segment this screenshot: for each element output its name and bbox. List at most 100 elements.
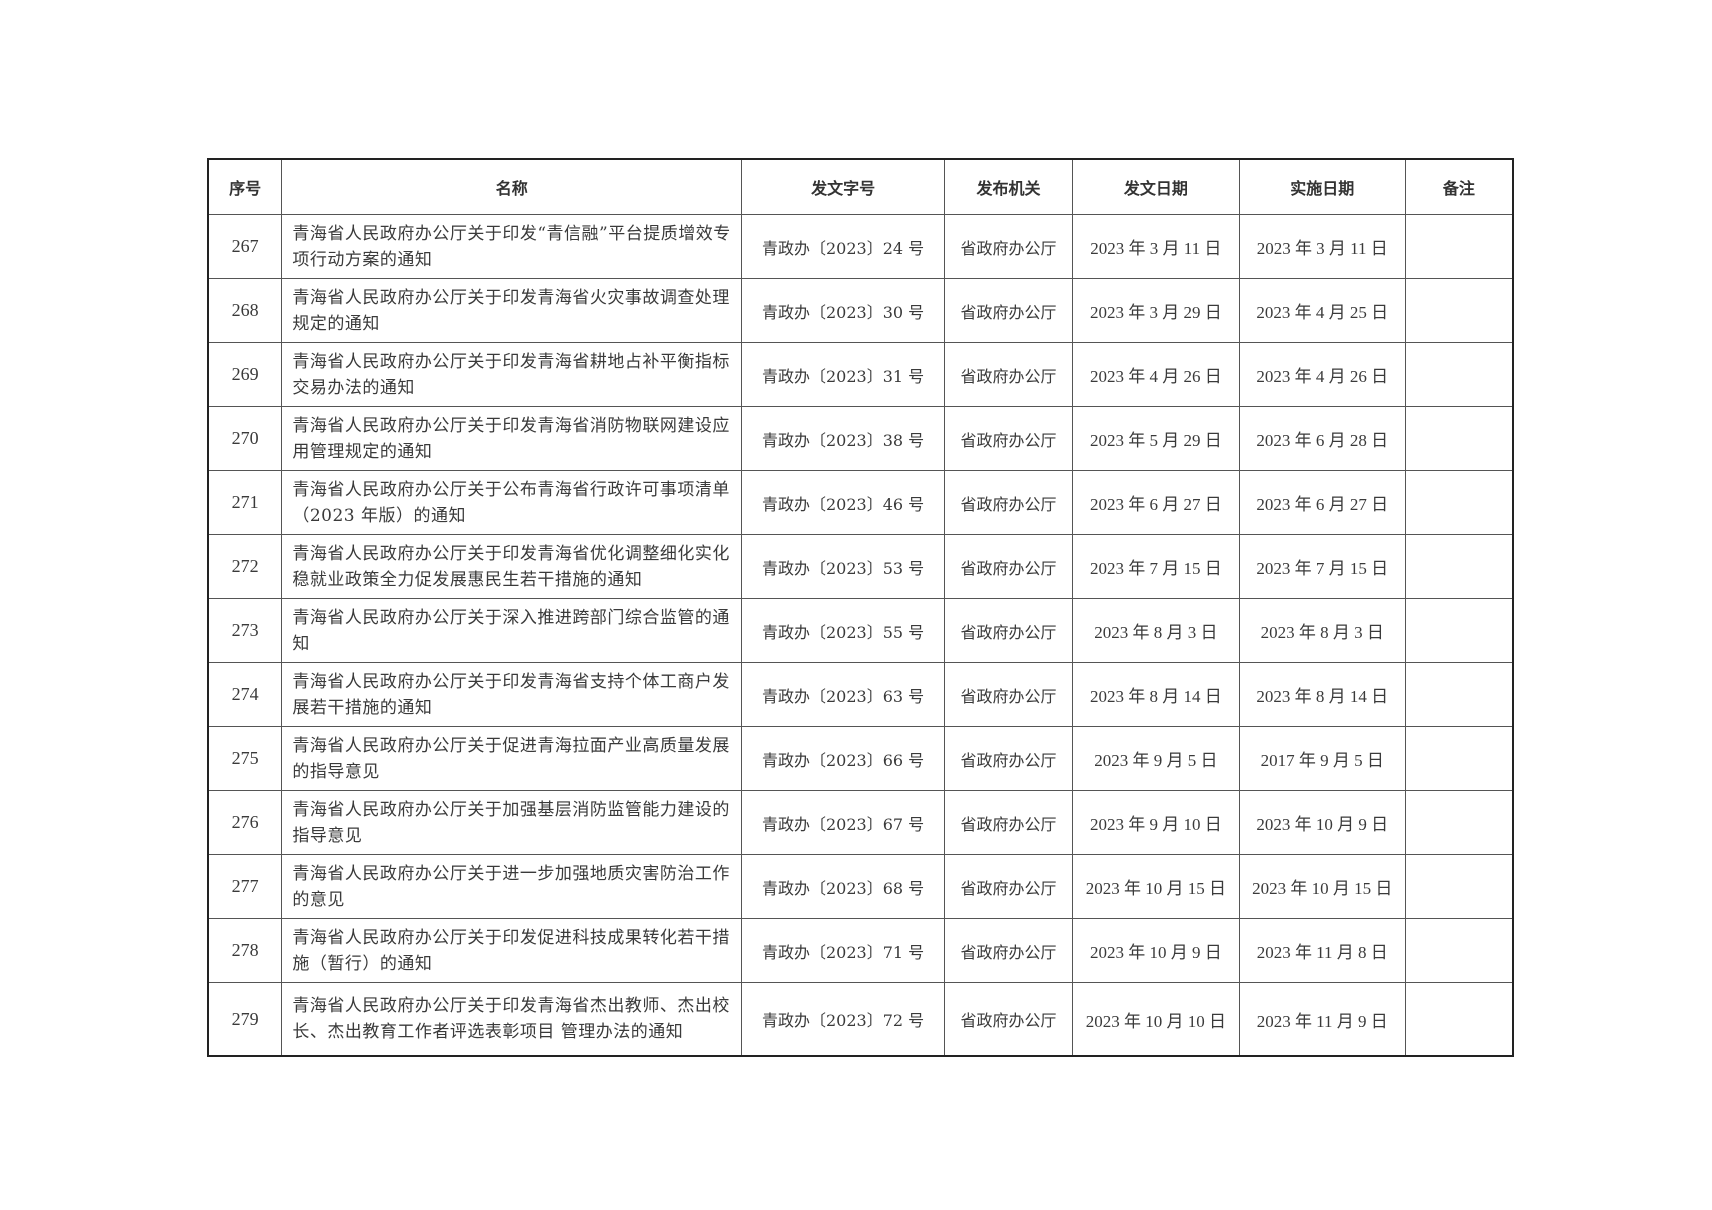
header-notes: 备注 [1404,158,1514,215]
serial-cell: 279 [207,982,283,1057]
notes-cell [1404,598,1514,663]
notes-cell [1404,278,1514,343]
table-header-row: 序号 名称 发文字号 发布机关 发文日期 实施日期 备注 [207,158,1514,215]
doc-number-cell: 青政办〔2023〕53 号 [741,534,945,599]
header-name: 名称 [281,158,743,215]
serial-cell: 274 [207,662,283,727]
name-cell: 青海省人民政府办公厅关于印发青海省优化调整细化实化稳就业政策全力促发展惠民生若干… [281,534,743,599]
doc-number-cell: 青政办〔2023〕55 号 [741,598,945,663]
issuer-cell: 省政府办公厅 [944,534,1073,599]
issue-date-cell: 2023 年 6 月 27 日 [1071,470,1240,535]
serial-cell: 276 [207,790,283,855]
notes-cell [1404,214,1514,279]
issuer-cell: 省政府办公厅 [944,982,1073,1057]
notes-cell [1404,918,1514,983]
table-row: 273 青海省人民政府办公厅关于深入推进跨部门综合监管的通知 青政办〔2023〕55… [207,598,1514,663]
effective-date-cell: 2023 年 11 月 9 日 [1238,982,1406,1057]
effective-date-cell: 2023 年 11 月 8 日 [1238,918,1406,983]
issue-date-cell: 2023 年 10 月 15 日 [1071,854,1240,919]
name-cell: 青海省人民政府办公厅关于印发青海省支持个体工商户发展若干措施的通知 [281,662,743,727]
table-row: 269 青海省人民政府办公厅关于印发青海省耕地占补平衡指标交易办法的通知 青政办〔2… [207,342,1514,407]
serial-cell: 270 [207,406,283,471]
name-cell: 青海省人民政府办公厅关于印发青海省火灾事故调查处理规定的通知 [281,278,743,343]
serial-cell: 273 [207,598,283,663]
serial-cell: 269 [207,342,283,407]
serial-cell: 272 [207,534,283,599]
issuer-cell: 省政府办公厅 [944,406,1073,471]
doc-number-cell: 青政办〔2023〕71 号 [741,918,945,983]
issue-date-cell: 2023 年 10 月 10 日 [1071,982,1240,1057]
name-cell: 青海省人民政府办公厅关于印发青海省杰出教师、杰出校长、杰出教育工作者评选表彰项目… [281,982,743,1057]
notes-cell [1404,790,1514,855]
notes-cell [1404,342,1514,407]
table-row: 268 青海省人民政府办公厅关于印发青海省火灾事故调查处理规定的通知 青政办〔202… [207,278,1514,343]
issuer-cell: 省政府办公厅 [944,214,1073,279]
effective-date-cell: 2023 年 8 月 14 日 [1238,662,1406,727]
issue-date-cell: 2023 年 10 月 9 日 [1071,918,1240,983]
serial-cell: 271 [207,470,283,535]
regulations-table: 序号 名称 发文字号 发布机关 发文日期 实施日期 备注 267 青海省人民政府办… [207,158,1514,1057]
issuer-cell: 省政府办公厅 [944,278,1073,343]
serial-cell: 275 [207,726,283,791]
header-doc-number: 发文字号 [741,158,945,215]
notes-cell [1404,982,1514,1057]
doc-number-cell: 青政办〔2023〕30 号 [741,278,945,343]
table-row: 272 青海省人民政府办公厅关于印发青海省优化调整细化实化稳就业政策全力促发展惠民… [207,534,1514,599]
effective-date-cell: 2023 年 4 月 26 日 [1238,342,1406,407]
issue-date-cell: 2023 年 5 月 29 日 [1071,406,1240,471]
notes-cell [1404,854,1514,919]
issuer-cell: 省政府办公厅 [944,598,1073,663]
issuer-cell: 省政府办公厅 [944,470,1073,535]
issue-date-cell: 2023 年 3 月 11 日 [1071,214,1240,279]
issue-date-cell: 2023 年 4 月 26 日 [1071,342,1240,407]
notes-cell [1404,726,1514,791]
effective-date-cell: 2023 年 10 月 9 日 [1238,790,1406,855]
effective-date-cell: 2023 年 6 月 28 日 [1238,406,1406,471]
table-row: 270 青海省人民政府办公厅关于印发青海省消防物联网建设应用管理规定的通知 青政办〔… [207,406,1514,471]
doc-number-cell: 青政办〔2023〕67 号 [741,790,945,855]
table-row: 277 青海省人民政府办公厅关于进一步加强地质灾害防治工作的意见 青政办〔2023〕… [207,854,1514,919]
effective-date-cell: 2017 年 9 月 5 日 [1238,726,1406,791]
name-cell: 青海省人民政府办公厅关于促进青海拉面产业高质量发展的指导意见 [281,726,743,791]
issuer-cell: 省政府办公厅 [944,790,1073,855]
effective-date-cell: 2023 年 3 月 11 日 [1238,214,1406,279]
notes-cell [1404,662,1514,727]
table-row: 279 青海省人民政府办公厅关于印发青海省杰出教师、杰出校长、杰出教育工作者评选表… [207,982,1514,1057]
issuer-cell: 省政府办公厅 [944,342,1073,407]
header-serial: 序号 [207,158,283,215]
effective-date-cell: 2023 年 8 月 3 日 [1238,598,1406,663]
doc-number-cell: 青政办〔2023〕38 号 [741,406,945,471]
name-cell: 青海省人民政府办公厅关于进一步加强地质灾害防治工作的意见 [281,854,743,919]
doc-number-cell: 青政办〔2023〕24 号 [741,214,945,279]
table-row: 276 青海省人民政府办公厅关于加强基层消防监管能力建设的指导意见 青政办〔2023… [207,790,1514,855]
effective-date-cell: 2023 年 4 月 25 日 [1238,278,1406,343]
name-cell: 青海省人民政府办公厅关于深入推进跨部门综合监管的通知 [281,598,743,663]
notes-cell [1404,470,1514,535]
doc-number-cell: 青政办〔2023〕68 号 [741,854,945,919]
serial-cell: 278 [207,918,283,983]
serial-cell: 267 [207,214,283,279]
issuer-cell: 省政府办公厅 [944,662,1073,727]
issuer-cell: 省政府办公厅 [944,854,1073,919]
issue-date-cell: 2023 年 9 月 10 日 [1071,790,1240,855]
table-row: 274 青海省人民政府办公厅关于印发青海省支持个体工商户发展若干措施的通知 青政办〔… [207,662,1514,727]
issue-date-cell: 2023 年 9 月 5 日 [1071,726,1240,791]
issue-date-cell: 2023 年 8 月 3 日 [1071,598,1240,663]
issuer-cell: 省政府办公厅 [944,918,1073,983]
table-row: 278 青海省人民政府办公厅关于印发促进科技成果转化若干措施（暂行）的通知 青政办〔… [207,918,1514,983]
issuer-cell: 省政府办公厅 [944,726,1073,791]
header-issue-date: 发文日期 [1071,158,1240,215]
doc-number-cell: 青政办〔2023〕66 号 [741,726,945,791]
name-cell: 青海省人民政府办公厅关于印发青海省消防物联网建设应用管理规定的通知 [281,406,743,471]
doc-number-cell: 青政办〔2023〕46 号 [741,470,945,535]
header-issuer: 发布机关 [944,158,1073,215]
table-row: 267 青海省人民政府办公厅关于印发“青信融”平台提质增效专项行动方案的通知 青政办… [207,214,1514,279]
notes-cell [1404,406,1514,471]
table-row: 271 青海省人民政府办公厅关于公布青海省行政许可事项清单（2023 年版）的通知… [207,470,1514,535]
doc-number-cell: 青政办〔2023〕31 号 [741,342,945,407]
name-cell: 青海省人民政府办公厅关于印发促进科技成果转化若干措施（暂行）的通知 [281,918,743,983]
name-cell: 青海省人民政府办公厅关于公布青海省行政许可事项清单（2023 年版）的通知 [281,470,743,535]
effective-date-cell: 2023 年 10 月 15 日 [1238,854,1406,919]
notes-cell [1404,534,1514,599]
table-row: 275 青海省人民政府办公厅关于促进青海拉面产业高质量发展的指导意见 青政办〔202… [207,726,1514,791]
